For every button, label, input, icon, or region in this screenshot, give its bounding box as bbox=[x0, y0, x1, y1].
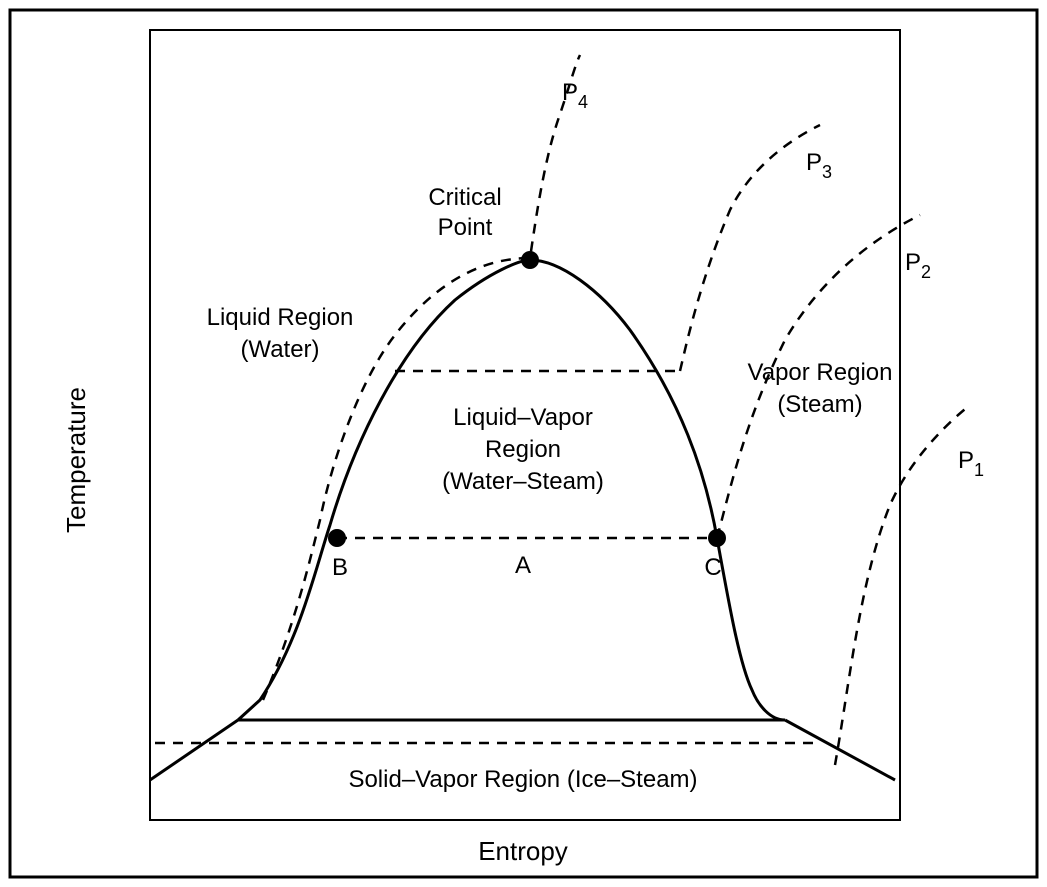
point-c-dot bbox=[708, 529, 726, 547]
liquid-vapor-label-3: (Water–Steam) bbox=[442, 468, 604, 495]
vapor-region-label-2: (Steam) bbox=[777, 391, 862, 418]
p3-label: P3 bbox=[806, 149, 832, 182]
p1-label: P1 bbox=[958, 447, 984, 480]
point-c-label: C bbox=[704, 554, 721, 581]
isobar-P1 bbox=[835, 405, 970, 765]
isobar-P3 bbox=[680, 125, 820, 371]
p4-label: P4 bbox=[562, 79, 588, 112]
point-b-label: B bbox=[332, 554, 348, 581]
liquid-region-label-1: Liquid Region bbox=[207, 304, 354, 331]
critical-point-dot bbox=[521, 251, 539, 269]
isobars bbox=[263, 55, 970, 765]
point-a-label: A bbox=[515, 552, 531, 579]
solid-vapor-label: Solid–Vapor Region (Ice–Steam) bbox=[348, 766, 697, 793]
p2-label: P2 bbox=[905, 249, 931, 282]
point-b-dot bbox=[328, 529, 346, 547]
x-axis-label: Entropy bbox=[478, 836, 568, 866]
liquid-vapor-label-1: Liquid–Vapor bbox=[453, 404, 593, 431]
critical-label-1: Critical bbox=[428, 184, 501, 211]
p3-sub: 3 bbox=[822, 162, 832, 182]
p2-sub: 2 bbox=[921, 262, 931, 282]
ts-phase-diagram: Temperature Entropy Critical Point Liqui… bbox=[0, 0, 1047, 887]
p4-sub: 4 bbox=[578, 92, 588, 112]
isobar-P4 bbox=[263, 55, 580, 700]
y-axis-label: Temperature bbox=[61, 387, 91, 533]
p1-sub: 1 bbox=[974, 460, 984, 480]
triple-line-left bbox=[150, 720, 238, 780]
critical-label-2: Point bbox=[438, 214, 493, 241]
vapor-region-label-1: Vapor Region bbox=[748, 359, 893, 386]
liquid-vapor-label-2: Region bbox=[485, 436, 561, 463]
liquid-region-label-2: (Water) bbox=[240, 336, 319, 363]
